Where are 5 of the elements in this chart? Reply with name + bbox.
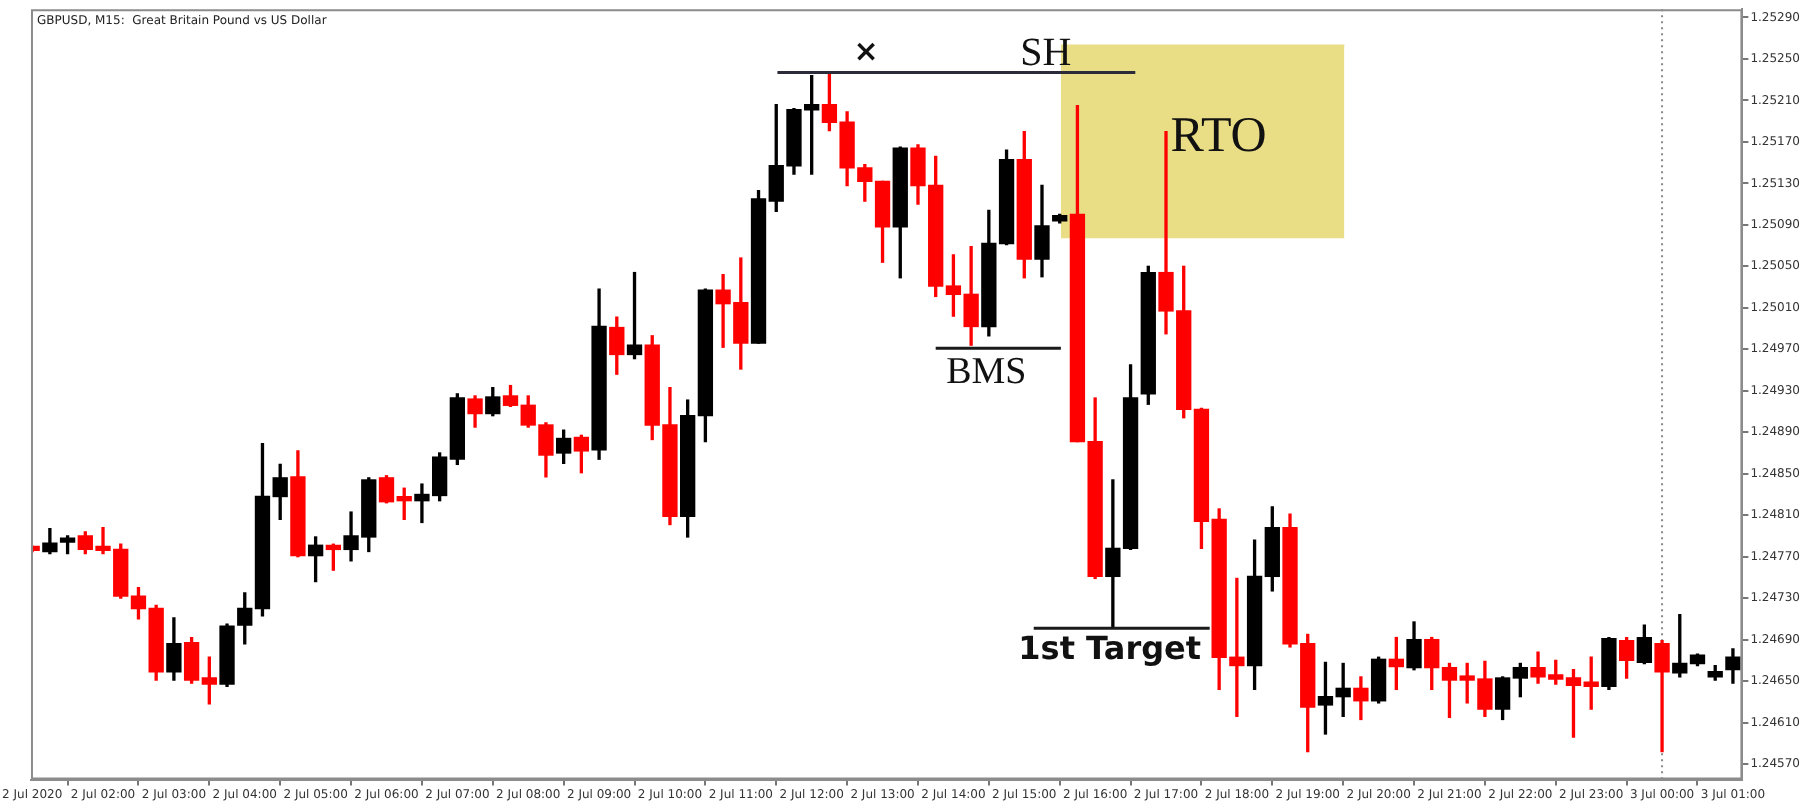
series-label: SH <box>1020 30 1072 75</box>
annotation: × <box>853 32 879 69</box>
series-label: 1st Target <box>1018 628 1202 667</box>
series-label: RTO <box>1170 109 1267 164</box>
series-label: BMS <box>946 351 1027 394</box>
